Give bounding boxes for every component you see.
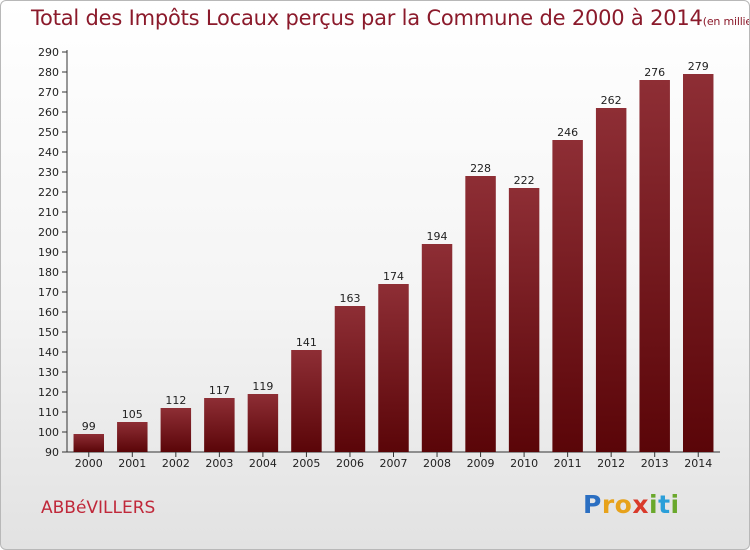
chart-title-text: Total des Impôts Locaux perçus par la Co… <box>31 6 703 30</box>
x-tick-label: 2001 <box>118 457 146 470</box>
y-tick-label: 280 <box>38 66 59 79</box>
bar[interactable] <box>204 398 235 452</box>
y-tick-label: 120 <box>38 386 59 399</box>
value-labels: 99 105 112 117 119 141 163 174 194 228 222 246 262 27… <box>82 60 709 433</box>
data-label: 119 <box>252 380 273 393</box>
bar[interactable] <box>291 350 322 452</box>
y-tick-label: 250 <box>38 126 59 139</box>
x-tick-label: 2000 <box>75 457 103 470</box>
y-tick-label: 100 <box>38 426 59 439</box>
x-tick-label: 2002 <box>162 457 190 470</box>
axes: 90 100 110 120 130 140 150 160 170 180 190 200 210 22… <box>38 46 720 470</box>
bar[interactable] <box>552 140 583 452</box>
x-tick-label: 2007 <box>380 457 408 470</box>
logo-letter: i <box>649 490 659 519</box>
data-label: 228 <box>470 162 491 175</box>
y-tick-label: 290 <box>38 46 59 59</box>
y-tick-label: 170 <box>38 286 59 299</box>
y-tick-label: 110 <box>38 406 59 419</box>
logo-letter: x <box>632 490 649 519</box>
data-label: 174 <box>383 270 404 283</box>
y-tick-label: 240 <box>38 146 59 159</box>
x-tick-label: 2009 <box>467 457 495 470</box>
x-tick-label: 2010 <box>510 457 538 470</box>
bar[interactable] <box>465 176 496 452</box>
data-label: 194 <box>427 230 448 243</box>
bar[interactable] <box>378 284 409 452</box>
commune-name: ABBéVILLERS <box>41 498 156 518</box>
bar[interactable] <box>508 188 540 452</box>
data-label: 99 <box>82 420 96 433</box>
proxiti-logo[interactable]: Proxiti <box>583 490 680 519</box>
data-label: 112 <box>165 394 186 407</box>
data-label: 276 <box>644 66 665 79</box>
x-tick-label: 2005 <box>292 457 320 470</box>
y-tick-label: 210 <box>38 206 59 219</box>
y-tick-label: 230 <box>38 166 59 179</box>
y-tick-label: 90 <box>45 446 59 459</box>
y-tick-label: 180 <box>38 266 59 279</box>
logo-letter: P <box>583 490 602 519</box>
y-tick-label: 130 <box>38 366 59 379</box>
data-label: 117 <box>209 384 230 397</box>
bar[interactable] <box>160 408 192 452</box>
bar[interactable] <box>421 244 453 452</box>
bars <box>73 74 714 452</box>
logo-letter: o <box>614 490 633 519</box>
logo-letter: t <box>658 490 671 519</box>
data-label: 222 <box>514 174 535 187</box>
y-tick-label: 150 <box>38 326 59 339</box>
x-tick-label: 2004 <box>249 457 277 470</box>
bar[interactable] <box>247 394 279 452</box>
bar[interactable] <box>73 434 105 452</box>
x-tick-label: 2011 <box>554 457 582 470</box>
chart-title: Total des Impôts Locaux perçus par la Co… <box>31 6 749 30</box>
data-label: 105 <box>122 408 143 421</box>
y-tick-label: 160 <box>38 306 59 319</box>
x-tick-label: 2012 <box>597 457 625 470</box>
data-label: 163 <box>339 292 360 305</box>
x-tick-label: 2014 <box>684 457 712 470</box>
bar[interactable] <box>117 422 148 452</box>
data-label: 279 <box>688 60 709 73</box>
y-tick-label: 190 <box>38 246 59 259</box>
data-label: 141 <box>296 336 317 349</box>
y-tick-label: 220 <box>38 186 59 199</box>
data-label: 262 <box>601 94 622 107</box>
chart-unit: (en milliers d'€) <box>702 15 749 28</box>
bar[interactable] <box>639 80 670 452</box>
y-tick-label: 200 <box>38 226 59 239</box>
logo-letter: r <box>601 490 615 519</box>
bar[interactable] <box>682 74 714 452</box>
x-tick-label: 2006 <box>336 457 364 470</box>
x-tick-label: 2013 <box>641 457 669 470</box>
y-tick-label: 140 <box>38 346 59 359</box>
x-tick-label: 2008 <box>423 457 451 470</box>
bar[interactable] <box>595 108 627 452</box>
y-tick-label: 260 <box>38 106 59 119</box>
y-tick-label: 270 <box>38 86 59 99</box>
x-tick-label: 2003 <box>205 457 233 470</box>
data-label: 246 <box>557 126 578 139</box>
logo-letter: i <box>670 490 680 519</box>
bar[interactable] <box>334 306 366 452</box>
